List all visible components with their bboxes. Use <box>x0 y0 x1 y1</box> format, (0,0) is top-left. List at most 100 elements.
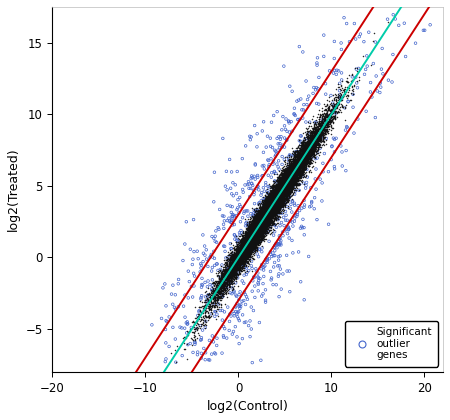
Point <box>268 210 275 216</box>
Point <box>268 202 275 209</box>
Point <box>193 316 200 323</box>
Point <box>269 207 276 213</box>
Point <box>222 275 229 281</box>
Point <box>335 95 342 102</box>
Point <box>307 140 315 147</box>
Point <box>261 213 268 220</box>
Point <box>228 277 235 284</box>
Point <box>295 166 302 173</box>
Point <box>221 286 229 293</box>
Point <box>280 184 288 191</box>
Point <box>256 219 264 226</box>
Point <box>261 215 268 222</box>
Point <box>269 209 276 215</box>
Point <box>270 200 277 206</box>
Point <box>266 203 274 210</box>
Point <box>272 207 279 214</box>
Point <box>267 197 274 204</box>
Point <box>243 240 250 247</box>
Point <box>234 262 241 269</box>
Point <box>257 232 265 239</box>
Point <box>238 235 246 242</box>
Point <box>258 228 265 234</box>
Point <box>264 205 271 212</box>
Point <box>274 194 281 201</box>
Point <box>195 307 203 314</box>
Point <box>248 233 255 239</box>
Point <box>237 252 244 259</box>
Point <box>278 188 285 195</box>
Point <box>198 334 205 341</box>
Point <box>234 249 241 255</box>
Point <box>283 160 290 167</box>
Point <box>288 163 295 170</box>
Point <box>291 169 298 176</box>
Point <box>307 128 315 135</box>
Point <box>284 184 291 190</box>
Point <box>257 213 265 220</box>
Point <box>294 164 301 171</box>
Point <box>223 269 230 276</box>
Point <box>233 266 240 273</box>
Point <box>286 177 293 184</box>
Point <box>272 195 279 202</box>
Point <box>298 162 305 168</box>
Point <box>248 228 255 234</box>
Point <box>317 131 324 138</box>
Point <box>248 246 256 253</box>
Point <box>221 276 229 282</box>
Point <box>253 237 260 244</box>
Point <box>251 228 258 235</box>
Point <box>257 221 264 228</box>
Point <box>262 215 270 222</box>
Point <box>266 200 273 207</box>
Point <box>246 249 253 256</box>
Point <box>330 102 337 108</box>
Point <box>252 225 260 231</box>
Point <box>237 236 244 242</box>
Point <box>204 285 212 291</box>
Point <box>252 226 259 233</box>
Point <box>231 263 239 270</box>
Point <box>273 198 280 205</box>
Point <box>258 220 265 227</box>
Point <box>279 175 287 182</box>
Point <box>222 273 229 280</box>
Point <box>297 164 304 171</box>
Point <box>272 208 279 215</box>
Point <box>255 226 262 232</box>
Point <box>306 154 313 160</box>
Point <box>234 266 241 273</box>
Point <box>201 243 208 249</box>
Point <box>259 229 266 236</box>
Point <box>287 169 294 176</box>
Point <box>242 238 249 244</box>
Point <box>260 226 267 232</box>
Point <box>281 200 288 207</box>
Point <box>297 164 304 171</box>
Point <box>256 239 263 245</box>
Point <box>241 249 248 255</box>
Point <box>239 256 247 262</box>
Point <box>264 205 271 212</box>
Point <box>295 165 302 172</box>
Point <box>263 210 270 217</box>
Point <box>274 186 281 193</box>
Point <box>298 163 306 170</box>
Point <box>291 163 298 169</box>
Point <box>264 207 271 214</box>
Point <box>250 237 257 244</box>
Point <box>222 289 230 296</box>
Point <box>292 162 299 168</box>
Point <box>265 205 272 212</box>
Point <box>254 229 261 236</box>
Point <box>291 165 298 172</box>
Point <box>270 191 277 197</box>
Point <box>294 162 302 168</box>
Point <box>261 221 269 228</box>
Point <box>315 128 322 134</box>
Point <box>224 186 231 193</box>
Point <box>265 211 272 218</box>
Point <box>298 162 305 169</box>
Point <box>279 185 287 192</box>
